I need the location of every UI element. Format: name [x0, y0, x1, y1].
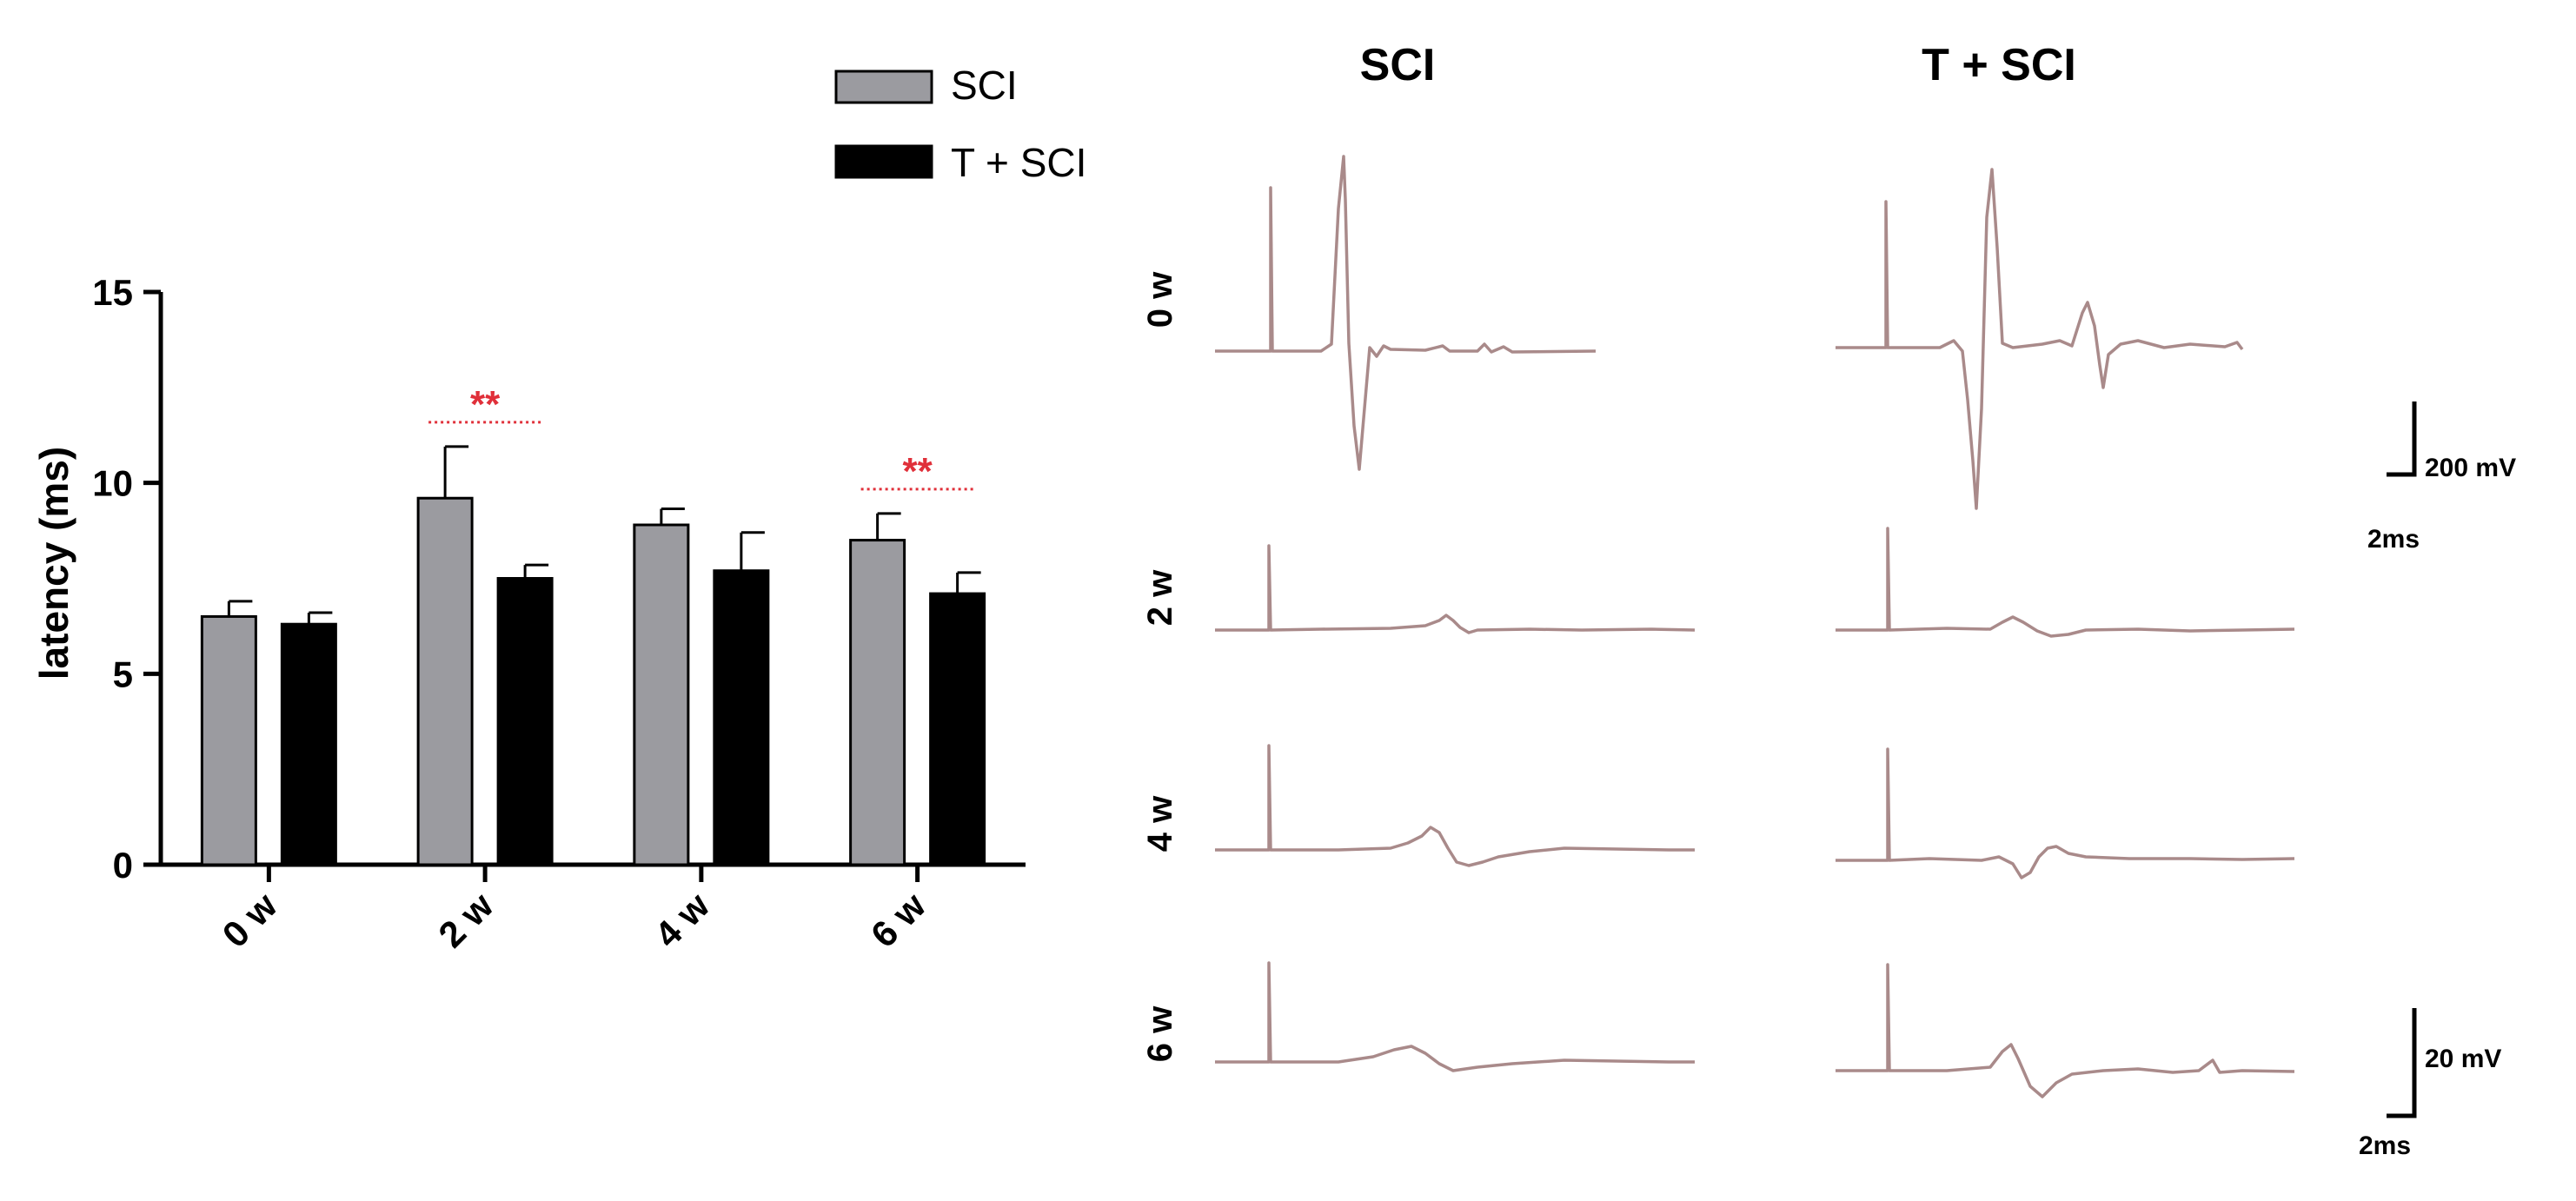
trace-sci-4w — [1215, 744, 1695, 867]
legend-label-sci: SCI — [951, 63, 1018, 108]
bar-t-sci — [929, 592, 986, 866]
trace-sci-6w — [1215, 961, 1695, 1072]
scale-amplitude-20mv: 20 mV — [2425, 1045, 2501, 1073]
row-label-6w: 6 w — [1141, 1005, 1179, 1062]
y-tick-label: 15 — [92, 272, 133, 313]
x-tick-label: 6 w — [863, 885, 933, 955]
x-tick-label: 4 w — [647, 885, 717, 955]
row-label-0w: 0 w — [1141, 271, 1179, 328]
bars — [200, 445, 986, 866]
legend: SCI T + SCI — [834, 63, 1086, 185]
bar-t-sci — [280, 622, 337, 866]
scale-bar-200mv: 200 mV 2ms — [2367, 401, 2516, 554]
scale-time-200mv: 2ms — [2367, 525, 2420, 554]
scale-time-20mv: 2ms — [2359, 1131, 2411, 1160]
y-tick-label: 5 — [113, 654, 133, 694]
trace-sci-0w — [1215, 155, 1597, 471]
bar-sci — [200, 614, 257, 866]
y-tick-label: 0 — [113, 845, 133, 886]
row-label-2w: 2 w — [1141, 569, 1179, 626]
trace-tsci-2w — [1836, 527, 2295, 638]
x-tick-label: 0 w — [215, 885, 285, 955]
scale-amplitude-200mv: 200 mV — [2425, 454, 2516, 482]
x-tick-label: 2 w — [430, 885, 501, 955]
bar-sci — [416, 496, 474, 866]
scale-bar-20mv: 20 mV 2ms — [2359, 1008, 2501, 1160]
row-label-4w: 4 w — [1141, 795, 1179, 852]
y-axis: 0 5 10 15 — [92, 272, 163, 886]
significance-label: ** — [470, 383, 501, 426]
significance-marks: ** ** — [428, 383, 974, 493]
latency-bar-chart: 0 5 10 15 0 w 2 w 4 w 6 w ** ** latency (ms) SC… — [31, 63, 1086, 955]
bar-t-sci — [713, 569, 770, 866]
bar-sci — [633, 523, 690, 866]
trace-tsci-0w — [1836, 168, 2244, 510]
trace-tsci-6w — [1836, 963, 2295, 1098]
emg-traces-panel: SCI T + SCI 0 w 2 w 4 w 6 w 200 mV 2ms — [1141, 40, 2516, 1160]
trace-tsci-4w — [1836, 747, 2295, 879]
legend-label-t-sci: T + SCI — [951, 140, 1086, 185]
bar-t-sci — [496, 577, 554, 866]
column-title-sci: SCI — [1360, 40, 1436, 90]
bar-sci — [849, 539, 906, 866]
legend-swatch-t-sci — [834, 144, 933, 179]
legend-swatch-sci — [834, 70, 933, 104]
y-tick-label: 10 — [92, 463, 133, 504]
significance-label: ** — [903, 450, 933, 493]
y-axis-title: latency (ms) — [31, 447, 76, 680]
column-title-t-sci: T + SCI — [1922, 40, 2076, 90]
trace-sci-2w — [1215, 544, 1696, 634]
x-axis: 0 w 2 w 4 w 6 w — [161, 862, 1026, 955]
